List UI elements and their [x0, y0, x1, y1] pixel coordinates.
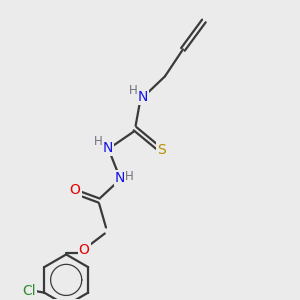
Text: H: H [129, 84, 137, 97]
Text: N: N [137, 90, 148, 104]
Text: O: O [70, 183, 81, 197]
Text: N: N [103, 141, 113, 155]
Text: O: O [79, 243, 90, 257]
Text: N: N [115, 171, 125, 185]
Text: S: S [158, 143, 166, 157]
Text: Cl: Cl [22, 284, 36, 298]
Text: H: H [94, 135, 103, 148]
Text: H: H [125, 170, 134, 183]
